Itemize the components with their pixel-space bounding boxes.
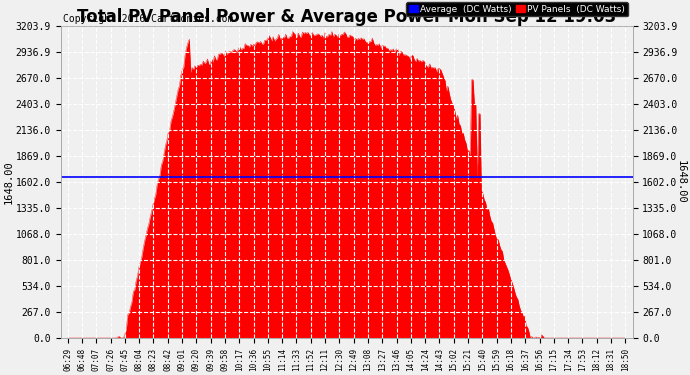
Y-axis label: 1648.00: 1648.00 (4, 160, 14, 204)
Y-axis label: 1648.00: 1648.00 (676, 160, 686, 204)
Text: Copyright 2016 Cartronics.com: Copyright 2016 Cartronics.com (63, 14, 234, 24)
Title: Total PV Panel Power & Average Power Mon Sep 12 19:03: Total PV Panel Power & Average Power Mon… (77, 8, 616, 26)
Legend: Average  (DC Watts), PV Panels  (DC Watts): Average (DC Watts), PV Panels (DC Watts) (406, 2, 628, 16)
